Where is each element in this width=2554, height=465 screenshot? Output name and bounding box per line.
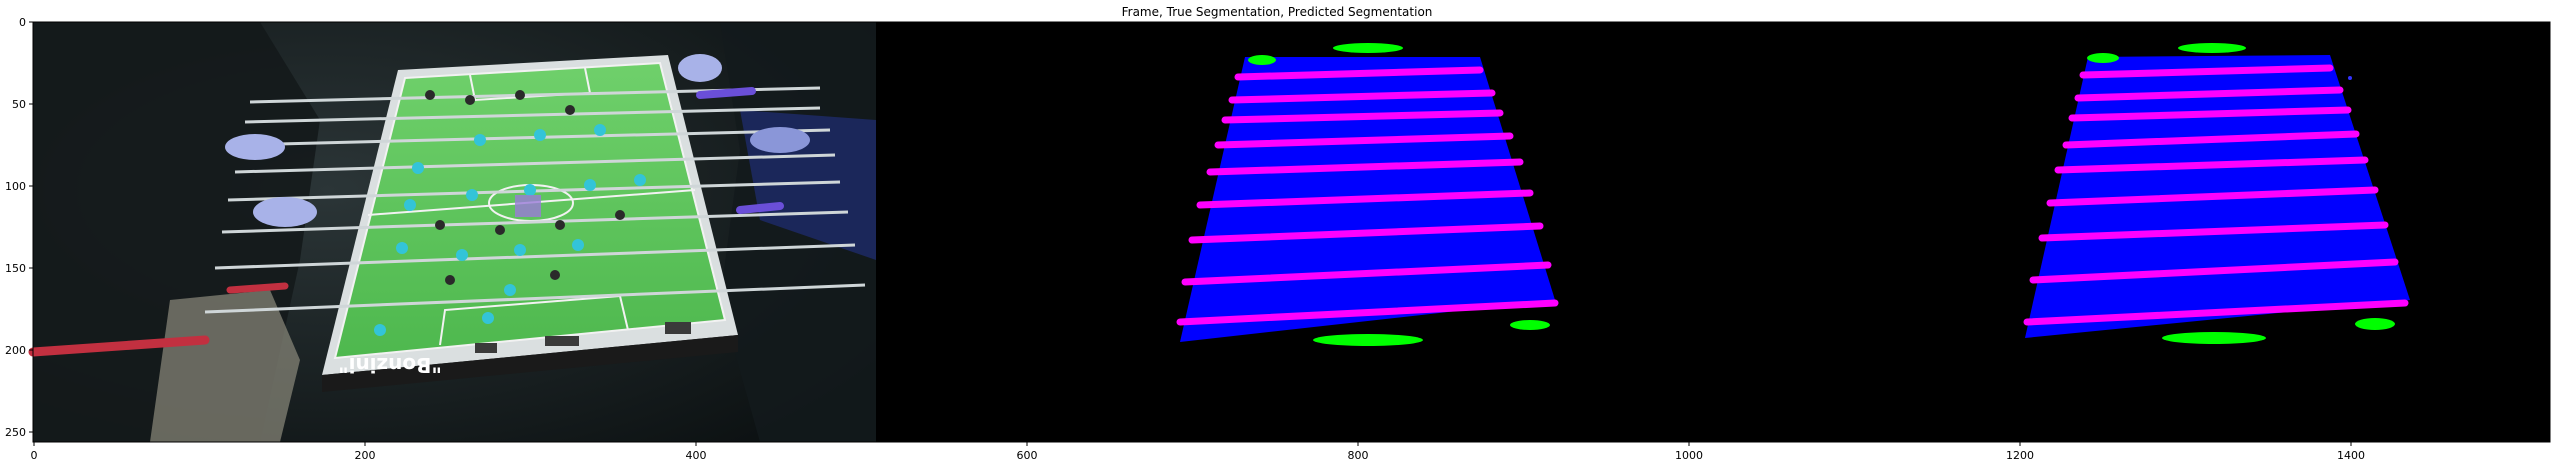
y-tick-label: 200 — [5, 344, 26, 357]
glove-left-upper — [225, 134, 285, 160]
true-segmentation-panel — [1176, 43, 1559, 346]
x-axis: 0 200 400 600 800 1000 1200 1400 — [31, 442, 2365, 462]
glove-left-lower — [253, 197, 317, 227]
x-tick-label: 1000 — [1675, 449, 1703, 462]
true-goal-masks — [1248, 43, 1550, 346]
glove-right-lower — [750, 127, 810, 153]
axes-frame — [32, 21, 2551, 443]
frame-panel: "Bonzini" — [28, 22, 876, 442]
figure-title: Frame, True Segmentation, Predicted Segm… — [1122, 5, 1433, 19]
true-rod-masks — [1176, 66, 1559, 326]
x-tick-label: 400 — [686, 449, 707, 462]
table-logo-text: "Bonzini" — [338, 353, 442, 377]
y-tick-label: 0 — [19, 16, 26, 29]
y-axis: 0 50 100 150 200 250 — [5, 16, 33, 439]
predicted-rod-masks — [2023, 64, 2409, 326]
image-area: "Bonzini" — [28, 22, 2550, 442]
y-tick-label: 150 — [5, 262, 26, 275]
frame-players — [374, 90, 646, 336]
y-tick-label: 50 — [12, 98, 26, 111]
y-tick-label: 100 — [5, 180, 26, 193]
x-tick-label: 1400 — [2337, 449, 2365, 462]
predicted-goal-masks — [2087, 43, 2395, 344]
x-tick-label: 600 — [1017, 449, 1038, 462]
x-tick-label: 1200 — [2006, 449, 2034, 462]
y-tick-label: 250 — [5, 426, 26, 439]
predicted-segmentation-panel — [2023, 43, 2410, 344]
x-tick-label: 0 — [31, 449, 38, 462]
glove-right-upper — [678, 54, 722, 82]
x-tick-label: 200 — [355, 449, 376, 462]
x-tick-label: 800 — [1348, 449, 1369, 462]
